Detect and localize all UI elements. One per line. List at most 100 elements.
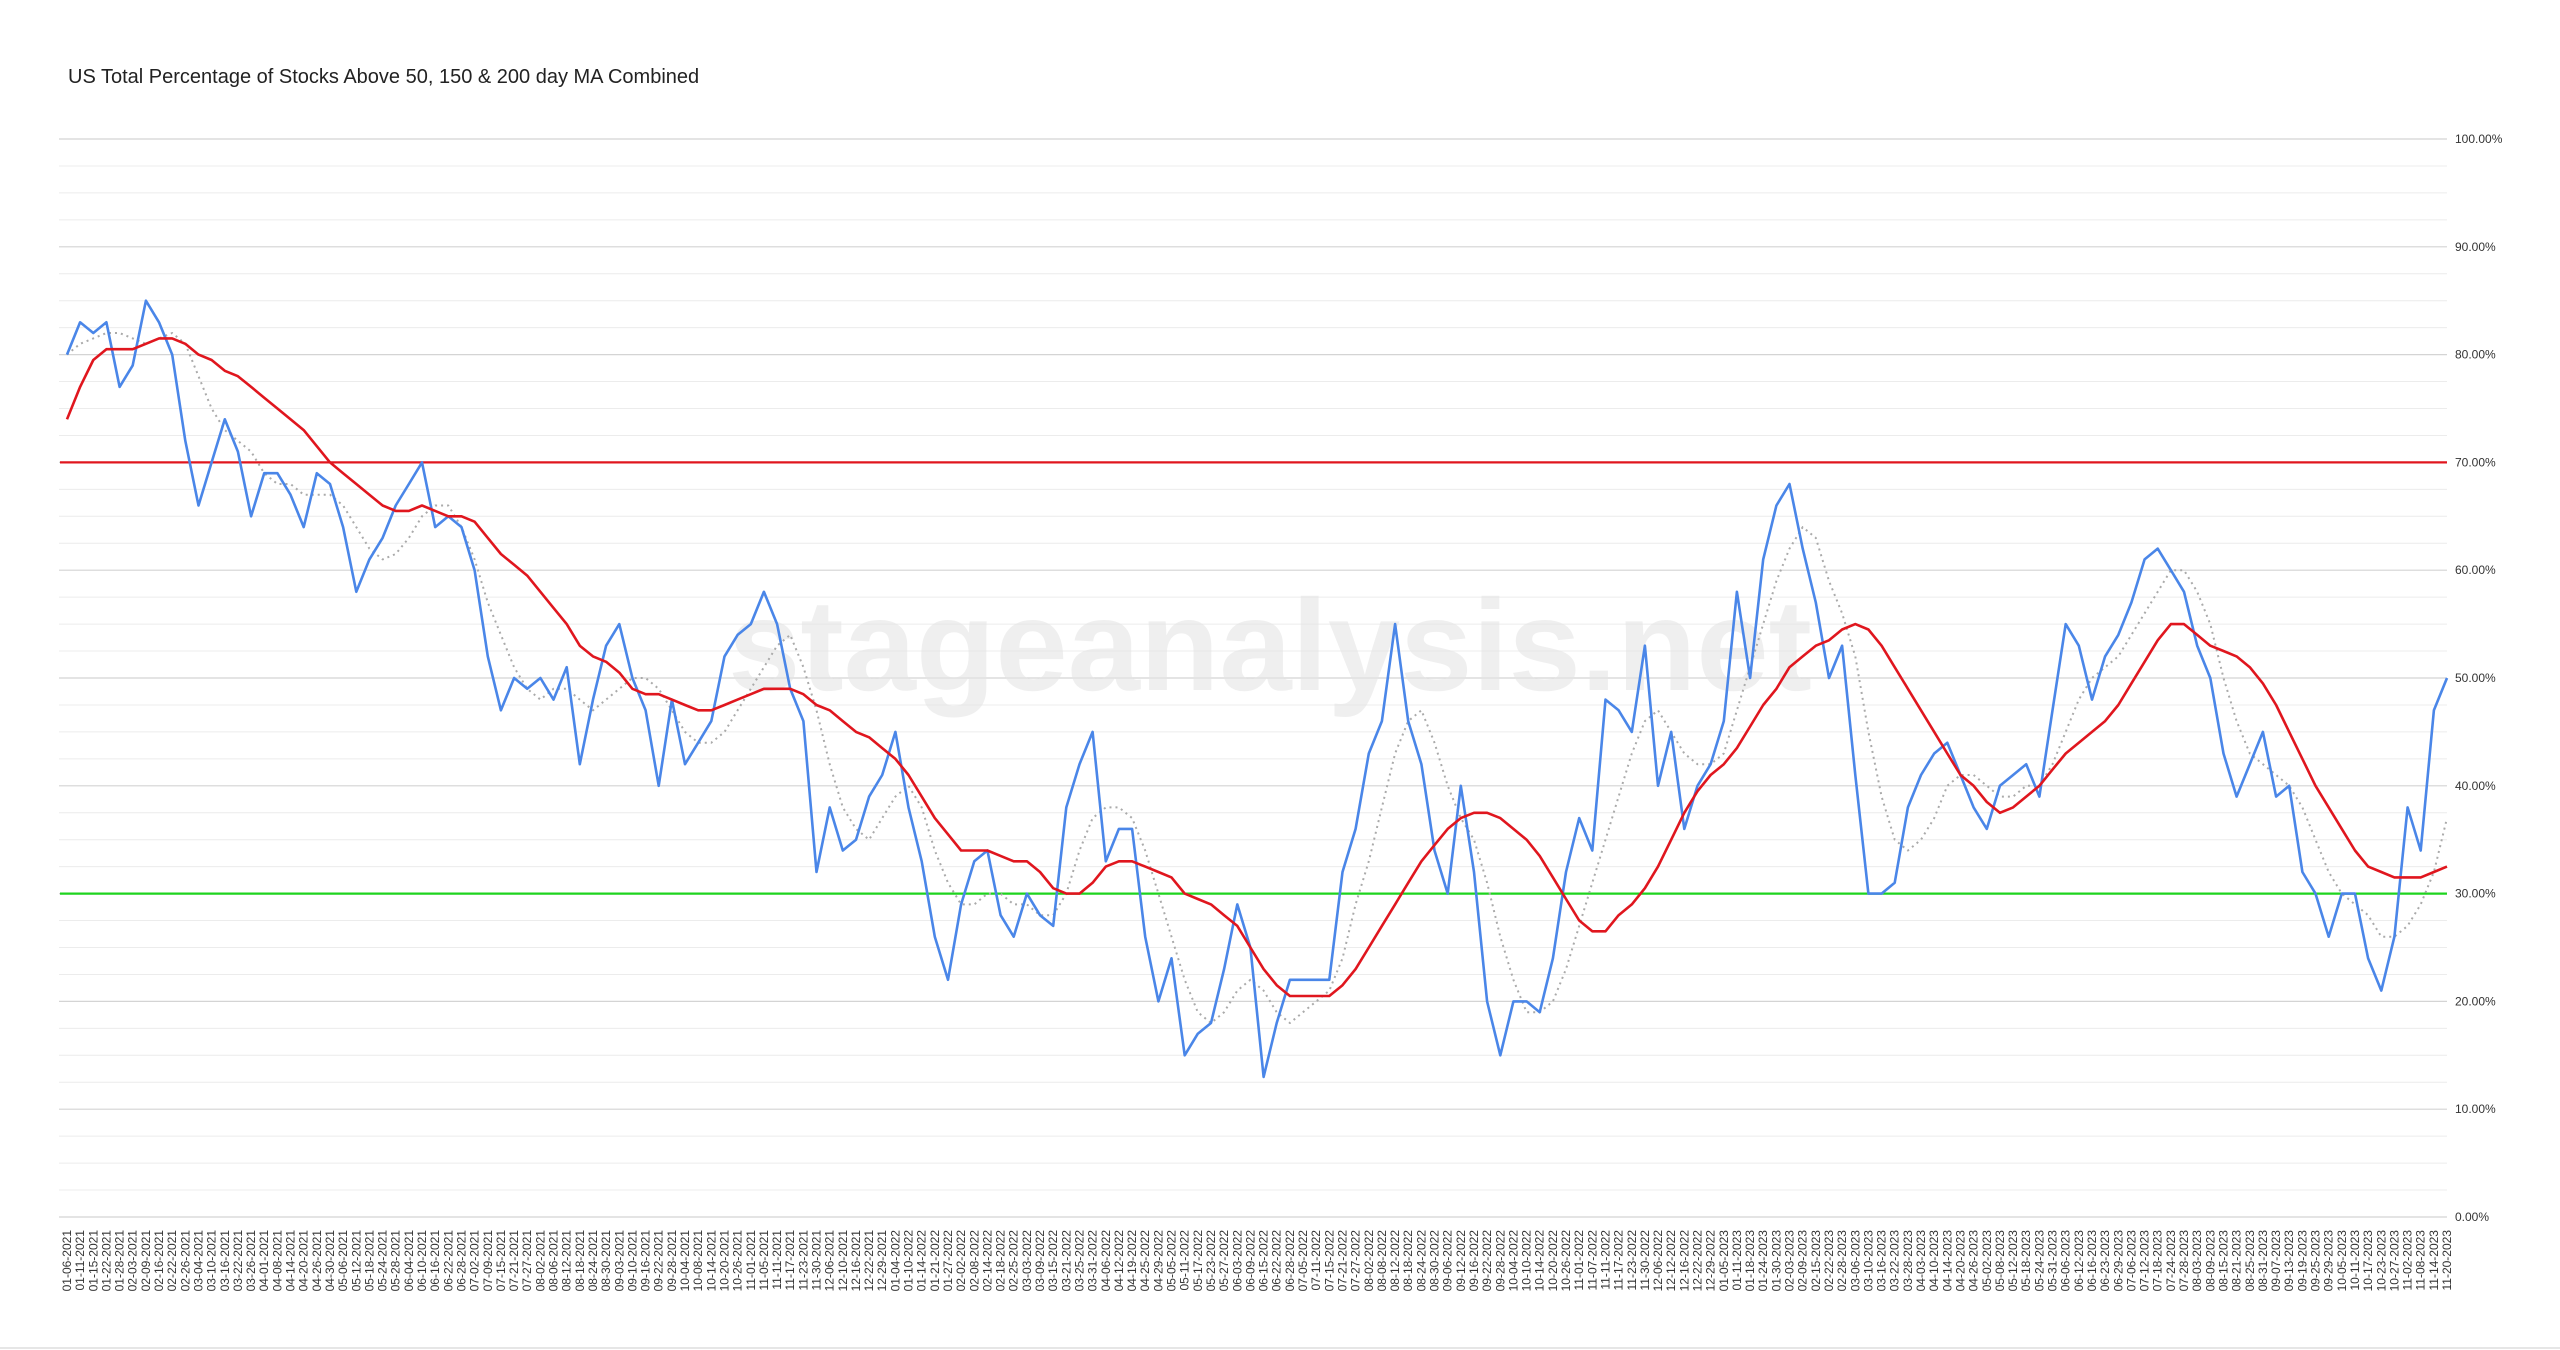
x-tick-label: 10-27-2023 <box>2387 1230 2401 1292</box>
x-tick-label: 09-25-2023 <box>2309 1230 2323 1292</box>
x-tick-label: 11-20-2023 <box>2440 1230 2454 1291</box>
x-tick-label: 09-07-2023 <box>2269 1230 2283 1292</box>
x-tick-label: 04-25-2022 <box>1138 1230 1152 1292</box>
x-tick-label: 05-18-2023 <box>2019 1230 2033 1292</box>
x-tick-label: 07-21-2021 <box>507 1230 521 1292</box>
x-tick-label: 11-01-2021 <box>744 1230 758 1291</box>
x-tick-label: 12-16-2022 <box>1677 1230 1691 1292</box>
x-tick-label: 10-26-2022 <box>1559 1230 1573 1292</box>
x-tick-label: 08-12-2021 <box>560 1230 574 1292</box>
series-line <box>65 337 2448 998</box>
y-tick-label: 100.00% <box>2455 132 2503 146</box>
x-tick-label: 11-23-2021 <box>796 1230 810 1291</box>
y-tick-label: 30.00% <box>2455 887 2496 901</box>
x-tick-label: 08-25-2023 <box>2243 1230 2257 1292</box>
x-tick-label: 01-06-2021 <box>60 1230 74 1292</box>
x-tick-label: 12-06-2022 <box>1651 1230 1665 1292</box>
watermark: stageanalysis.net <box>728 572 1812 718</box>
x-tick-label: 03-25-2022 <box>1072 1230 1086 1292</box>
x-tick-label: 07-15-2022 <box>1322 1230 1336 1292</box>
x-tick-label: 04-06-2022 <box>1099 1230 1113 1292</box>
x-tick-label: 02-15-2023 <box>1809 1230 1823 1292</box>
x-tick-label: 05-28-2021 <box>389 1230 403 1292</box>
x-tick-label: 04-30-2021 <box>323 1230 337 1292</box>
x-tick-label: 09-22-2021 <box>652 1230 666 1292</box>
x-tick-label: 05-12-2021 <box>349 1230 363 1292</box>
grid: 0.00% 10.00% 20.00% 30.00% 40.00% 50.00% 60.00… <box>59 132 2503 1291</box>
x-tick-label: 02-25-2022 <box>1007 1230 1021 1292</box>
x-tick-label: 05-17-2022 <box>1191 1230 1205 1292</box>
x-tick-label: 06-29-2023 <box>2111 1230 2125 1292</box>
x-tick-label: 08-03-2023 <box>2190 1230 2204 1292</box>
x-tick-label: 06-12-2023 <box>2072 1230 2086 1292</box>
x-tick-label: 04-20-2023 <box>1953 1230 1967 1292</box>
x-tick-label: 11-01-2022 <box>1572 1230 1586 1291</box>
x-tick-label: 04-26-2023 <box>1967 1230 1981 1292</box>
x-tick-label: 03-16-2021 <box>218 1230 232 1292</box>
x-tick-label: 07-12-2023 <box>2138 1230 2152 1292</box>
x-tick-label: 01-10-2022 <box>902 1230 916 1292</box>
x-tick-label: 04-01-2021 <box>257 1230 271 1292</box>
x-tick-label: 01-30-2023 <box>1769 1230 1783 1292</box>
x-tick-label: 04-14-2023 <box>1940 1230 1954 1292</box>
x-tick-label: 09-19-2023 <box>2295 1230 2309 1292</box>
x-tick-label: 03-06-2023 <box>1848 1230 1862 1292</box>
x-tick-label: 11-17-2022 <box>1612 1230 1626 1291</box>
x-tick-label: 09-12-2022 <box>1454 1230 1468 1292</box>
x-tick-label: 09-10-2021 <box>625 1230 639 1292</box>
y-tick-label: 50.00% <box>2455 671 2496 685</box>
x-tick-label: 07-06-2023 <box>2124 1230 2138 1292</box>
x-tick-label: 05-23-2022 <box>1204 1230 1218 1292</box>
x-tick-label: 06-22-2021 <box>441 1230 455 1292</box>
x-tick-label: 07-28-2023 <box>2177 1230 2191 1292</box>
x-tick-label: 06-04-2021 <box>402 1230 416 1292</box>
x-tick-label: 06-06-2023 <box>2059 1230 2073 1292</box>
x-tick-label: 08-18-2022 <box>1401 1230 1415 1292</box>
x-tick-label: 07-02-2021 <box>468 1230 482 1292</box>
x-tick-label: 02-03-2021 <box>126 1230 140 1292</box>
x-tick-label: 01-14-2022 <box>915 1230 929 1292</box>
x-tick-label: 09-13-2023 <box>2282 1230 2296 1292</box>
x-tick-label: 10-14-2022 <box>1533 1230 1547 1292</box>
x-tick-label: 07-27-2021 <box>520 1230 534 1292</box>
x-tick-label: 04-20-2021 <box>297 1230 311 1292</box>
x-tick-label: 03-10-2023 <box>1861 1230 1875 1292</box>
x-tick-label: 11-11-2022 <box>1598 1230 1612 1290</box>
x-tick-label: 11-02-2023 <box>2401 1230 2415 1291</box>
y-tick-label: 60.00% <box>2455 563 2496 577</box>
x-tick-label: 10-20-2021 <box>717 1230 731 1292</box>
x-tick-label: 06-09-2022 <box>1243 1230 1257 1292</box>
chart-title: US Total Percentage of Stocks Above 50, … <box>68 66 699 88</box>
x-tick-label: 08-24-2021 <box>586 1230 600 1292</box>
x-tick-label: 12-29-2022 <box>1704 1230 1718 1292</box>
x-tick-label: 05-31-2023 <box>2046 1230 2060 1292</box>
x-tick-label: 06-16-2021 <box>428 1230 442 1292</box>
x-tick-label: 02-22-2021 <box>165 1230 179 1292</box>
x-tick-label: 03-21-2022 <box>1059 1230 1073 1292</box>
x-tick-label: 11-05-2021 <box>757 1230 771 1291</box>
x-tick-label: 01-05-2023 <box>1717 1230 1731 1292</box>
x-tick-label: 10-17-2023 <box>2361 1230 2375 1292</box>
x-tick-label: 02-26-2021 <box>178 1230 192 1292</box>
x-tick-label: 07-18-2023 <box>2151 1230 2165 1292</box>
x-tick-label: 01-18-2023 <box>1743 1230 1757 1292</box>
y-tick-label: 20.00% <box>2455 994 2496 1008</box>
x-tick-label: 10-08-2021 <box>691 1230 705 1292</box>
x-tick-label: 10-10-2022 <box>1520 1230 1534 1292</box>
x-tick-label: 08-02-2022 <box>1362 1230 1376 1292</box>
x-tick-label: 03-09-2022 <box>1033 1230 1047 1292</box>
x-tick-label: 06-22-2022 <box>1270 1230 1284 1292</box>
x-tick-label: 12-29-2021 <box>875 1230 889 1292</box>
x-tick-label: 01-11-2023 <box>1730 1230 1744 1291</box>
x-tick-label: 08-24-2022 <box>1414 1230 1428 1292</box>
x-tick-label: 10-04-2022 <box>1506 1230 1520 1292</box>
x-tick-label: 01-15-2021 <box>86 1230 100 1292</box>
x-tick-label: 08-30-2022 <box>1428 1230 1442 1292</box>
y-tick-label: 70.00% <box>2455 455 2496 469</box>
x-tick-label: 11-23-2022 <box>1625 1230 1639 1291</box>
x-tick-label: 01-22-2021 <box>99 1230 113 1292</box>
x-tick-label: 05-11-2022 <box>1178 1230 1192 1291</box>
x-tick-label: 09-29-2023 <box>2322 1230 2336 1292</box>
x-tick-label: 05-24-2021 <box>376 1230 390 1292</box>
